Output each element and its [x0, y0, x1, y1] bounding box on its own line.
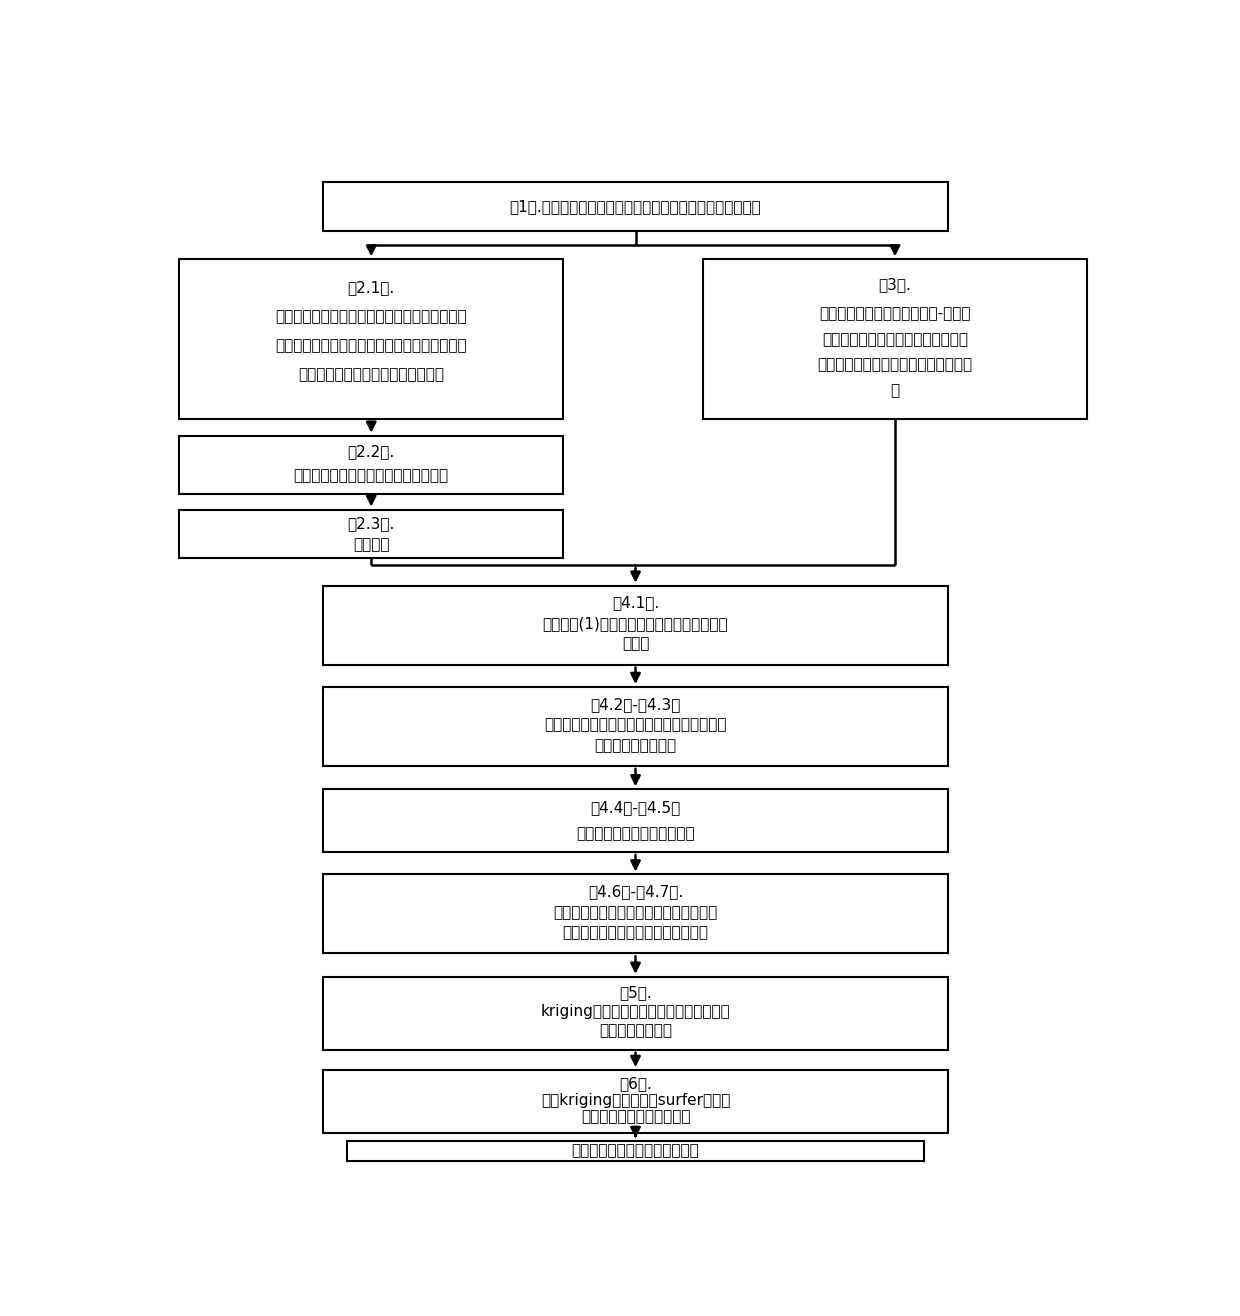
Text: （4.2）-（4.3）: （4.2）-（4.3）	[590, 696, 681, 712]
Bar	[324, 687, 947, 766]
Text: 纤: 纤	[890, 383, 899, 397]
Text: 对钢筋笼垂向和侧向的计算结果、支撑的: 对钢筋笼垂向和侧向的计算结果、支撑的	[553, 905, 718, 920]
Bar	[347, 1141, 924, 1161]
Text: 基于kriging插值法利用surfer的图形: 基于kriging插值法利用surfer的图形	[541, 1092, 730, 1108]
Text: （4.4）-（4.5）: （4.4）-（4.5）	[590, 800, 681, 816]
Text: （4.1）.: （4.1）.	[611, 595, 660, 611]
Bar	[324, 976, 947, 1050]
Text: 形变结果进行修正统一（第三部分）: 形变结果进行修正统一（第三部分）	[563, 925, 708, 941]
Text: 移计算（第一部分）: 移计算（第一部分）	[594, 738, 677, 753]
Text: 支撑的形变计算（第二部分）: 支撑的形变计算（第二部分）	[577, 825, 694, 841]
Text: （3）.: （3）.	[878, 278, 911, 292]
Text: 纤传感的传感网络，同时铺设无需预: 纤传感的传感网络，同时铺设无需预	[822, 332, 968, 347]
Text: 的影响: 的影响	[621, 637, 650, 651]
Text: 利用公式(1)计算实际应变值，消除温度带来: 利用公式(1)计算实际应变值，消除温度带来	[543, 616, 728, 630]
Text: （2.2）.: （2.2）.	[347, 445, 394, 459]
Bar	[324, 790, 947, 851]
Text: （4.6）-（4.7）.: （4.6）-（4.7）.	[588, 884, 683, 899]
Bar	[324, 874, 947, 953]
Text: 将布设好垂向、环向光纤的钢筋笼下放: 将布设好垂向、环向光纤的钢筋笼下放	[294, 468, 449, 483]
Bar	[324, 1070, 947, 1133]
Text: 间的变形受力情况: 间的变形受力情况	[599, 1023, 672, 1038]
Bar	[179, 259, 563, 420]
Bar	[179, 509, 563, 558]
Bar	[324, 586, 947, 665]
Text: 贴铺设光纤形成传感网络，同时铺设无需预拉、: 贴铺设光纤形成传感网络，同时铺设无需预拉、	[275, 338, 467, 353]
Text: 拉、绑扎固定的作为温度补偿的监测光: 拉、绑扎固定的作为温度补偿的监测光	[817, 358, 972, 372]
Text: 对地下连续墙采用内部植入法，垂向、环向上粘: 对地下连续墙采用内部植入法，垂向、环向上粘	[275, 309, 467, 324]
Bar	[324, 182, 947, 230]
Text: （2.1）.: （2.1）.	[347, 280, 394, 296]
Bar	[703, 259, 1087, 420]
Text: 灌注成墙: 灌注成墙	[353, 537, 389, 553]
Text: 地下连续墙钢筋笼各个位置处垂向和侧向的位: 地下连续墙钢筋笼各个位置处垂向和侧向的位	[544, 717, 727, 732]
Text: （2.3）.: （2.3）.	[347, 516, 394, 530]
Text: （6）.: （6）.	[619, 1076, 652, 1091]
Text: 达到监控实时化和可视化的效果: 达到监控实时化和可视化的效果	[572, 1144, 699, 1158]
Text: kriging插值法得到光纤沿线上各监测点之: kriging插值法得到光纤沿线上各监测点之	[541, 1004, 730, 1019]
Text: 支撑采用表面粘贴法形成支撑-轴向光: 支撑采用表面粘贴法形成支撑-轴向光	[820, 307, 971, 321]
Text: （1）.对地下连续墙的钢筋笼、支撑进行打磨处理等准备工作: （1）.对地下连续墙的钢筋笼、支撑进行打磨处理等准备工作	[510, 199, 761, 215]
Text: 输出功能生成三维影像云图: 输出功能生成三维影像云图	[580, 1109, 691, 1124]
Text: 绑扎固定的作为温度补偿的监测光纤: 绑扎固定的作为温度补偿的监测光纤	[299, 367, 444, 382]
Bar	[179, 436, 563, 495]
Text: （5）.: （5）.	[619, 986, 652, 1000]
